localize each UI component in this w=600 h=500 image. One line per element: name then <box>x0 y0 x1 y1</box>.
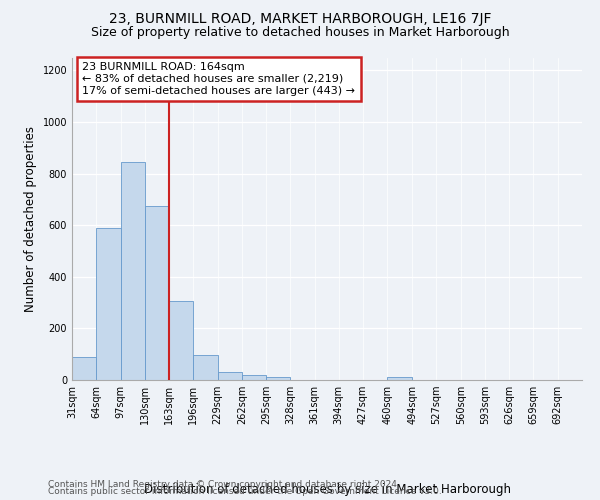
Bar <box>96 228 121 380</box>
Text: 23 BURNMILL ROAD: 164sqm
← 83% of detached houses are smaller (2,219)
17% of sem: 23 BURNMILL ROAD: 164sqm ← 83% of detach… <box>82 62 355 96</box>
Bar <box>266 378 290 380</box>
Bar <box>242 375 266 380</box>
Text: Contains HM Land Registry data © Crown copyright and database right 2024.: Contains HM Land Registry data © Crown c… <box>48 480 400 489</box>
Bar <box>218 372 242 380</box>
Text: Contains public sector information licensed under the Open Government Licence v3: Contains public sector information licen… <box>48 487 442 496</box>
Bar <box>193 356 218 380</box>
Bar <box>145 206 169 380</box>
Y-axis label: Number of detached properties: Number of detached properties <box>24 126 37 312</box>
Bar <box>387 378 412 380</box>
Bar <box>72 357 96 380</box>
X-axis label: Distribution of detached houses by size in Market Harborough: Distribution of detached houses by size … <box>143 482 511 496</box>
Bar <box>169 302 193 380</box>
Text: 23, BURNMILL ROAD, MARKET HARBOROUGH, LE16 7JF: 23, BURNMILL ROAD, MARKET HARBOROUGH, LE… <box>109 12 491 26</box>
Bar <box>121 162 145 380</box>
Text: Size of property relative to detached houses in Market Harborough: Size of property relative to detached ho… <box>91 26 509 39</box>
